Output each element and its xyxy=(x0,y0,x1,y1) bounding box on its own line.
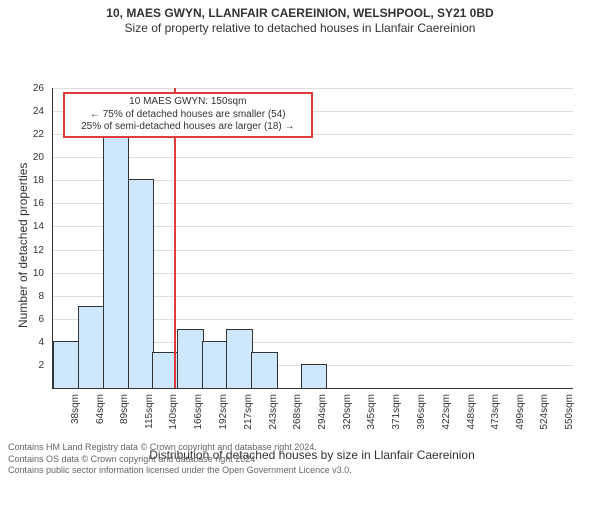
histogram-bar xyxy=(78,306,105,388)
footer-line-1: Contains HM Land Registry data © Crown c… xyxy=(8,442,592,454)
callout-line: 25% of semi-detached houses are larger (… xyxy=(71,121,305,134)
callout-line: 10 MAES GWYN: 150sqm xyxy=(71,96,305,109)
footer-line-3: Contains public sector information licen… xyxy=(8,465,592,477)
gridline xyxy=(53,157,573,158)
y-axis-label: Number of detached properties xyxy=(16,163,30,328)
y-tick-label: 20 xyxy=(0,152,44,163)
y-tick-label: 24 xyxy=(0,106,44,117)
histogram-bar xyxy=(226,329,253,388)
y-tick-label: 22 xyxy=(0,129,44,140)
histogram-bar xyxy=(177,329,204,388)
y-tick-label: 2 xyxy=(0,360,44,371)
footer-line-2: Contains OS data © Crown copyright and d… xyxy=(8,454,592,466)
footer: Contains HM Land Registry data © Crown c… xyxy=(8,442,592,477)
histogram-bar xyxy=(128,179,155,388)
histogram-bar xyxy=(53,341,80,388)
callout-line: ← 75% of detached houses are smaller (54… xyxy=(71,109,305,122)
page-title: 10, MAES GWYN, LLANFAIR CAEREINION, WELS… xyxy=(0,6,600,21)
gridline xyxy=(53,88,573,89)
y-tick-label: 26 xyxy=(0,83,44,94)
histogram-bar xyxy=(202,341,229,388)
histogram-bar xyxy=(251,352,278,388)
y-tick-label: 4 xyxy=(0,337,44,348)
histogram-bar xyxy=(103,133,130,388)
page-subtitle: Size of property relative to detached ho… xyxy=(0,21,600,36)
histogram-bar xyxy=(301,364,328,388)
callout-box: 10 MAES GWYN: 150sqm← 75% of detached ho… xyxy=(63,92,313,138)
